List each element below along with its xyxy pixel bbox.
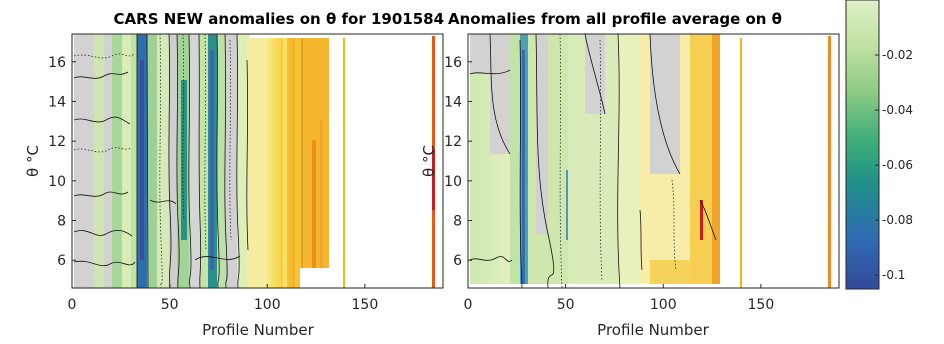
right-ytick-label: 10	[444, 174, 462, 190]
right-xtick-label: 50	[557, 297, 575, 313]
colorbar-tick-label: -0.04	[882, 103, 913, 117]
colorbar-tick-label: -0.06	[882, 158, 913, 172]
right-panel: Anomalies from all profile average on θ	[420, 10, 840, 339]
left-ytick-label: 12	[48, 134, 66, 150]
left-xtick-label: 150	[352, 297, 379, 313]
right-heatmap	[468, 34, 839, 288]
right-contours-dotted	[559, 34, 677, 288]
colorbar: -0.02 -0.04 -0.06 -0.08 -0.1	[845, 0, 913, 290]
colorbar-tick-label: -0.02	[882, 48, 913, 62]
right-xtick-label: 150	[748, 297, 775, 313]
left-ytick-label: 16	[48, 55, 66, 71]
left-axes-box	[71, 33, 444, 289]
colorbar-fill	[846, 0, 879, 289]
left-ytick-label: 14	[48, 94, 66, 110]
right-contours	[469, 34, 717, 288]
colorbar-box	[845, 0, 880, 290]
right-ytick-label: 16	[444, 55, 462, 71]
left-ytick-label: 6	[57, 253, 66, 269]
left-panel: CARS NEW anomalies on θ for 1901584	[24, 10, 444, 339]
right-title: Anomalies from all profile average on θ	[448, 10, 782, 28]
left-contours-dotted	[73, 34, 232, 288]
colorbar-tick-label: -0.08	[882, 213, 913, 227]
right-xtick-label: 100	[650, 297, 677, 313]
left-title: CARS NEW anomalies on θ for 1901584	[114, 10, 444, 28]
right-ytick-label: 8	[453, 214, 462, 230]
right-ylabel: θ °C	[420, 145, 438, 177]
left-ytick-label: 10	[48, 174, 66, 190]
colorbar-tick-label: -0.1	[882, 268, 905, 282]
right-y-ticks: 6 8 10 12 14 16	[444, 55, 472, 269]
left-ytick-label: 8	[57, 214, 66, 230]
colorbar-ticks: -0.02 -0.04 -0.06 -0.08 -0.1	[875, 48, 913, 282]
left-xtick-label: 0	[68, 297, 77, 313]
left-heatmap	[72, 34, 443, 288]
left-xtick-label: 100	[254, 297, 281, 313]
left-xtick-label: 50	[161, 297, 179, 313]
right-ytick-label: 12	[444, 134, 462, 150]
left-x-ticks: 0 50 100 150	[68, 284, 379, 313]
right-x-ticks: 0 50 100 150	[464, 284, 775, 313]
left-ylabel: θ °C	[24, 145, 42, 177]
right-xlabel: Profile Number	[597, 321, 709, 339]
right-ytick-label: 6	[453, 253, 462, 269]
right-ytick-label: 14	[444, 94, 462, 110]
left-contours	[73, 34, 249, 288]
left-y-ticks: 6 8 10 12 14 16	[48, 55, 76, 269]
right-axes-box	[467, 33, 840, 289]
right-xtick-label: 0	[464, 297, 473, 313]
left-xlabel: Profile Number	[202, 321, 314, 339]
